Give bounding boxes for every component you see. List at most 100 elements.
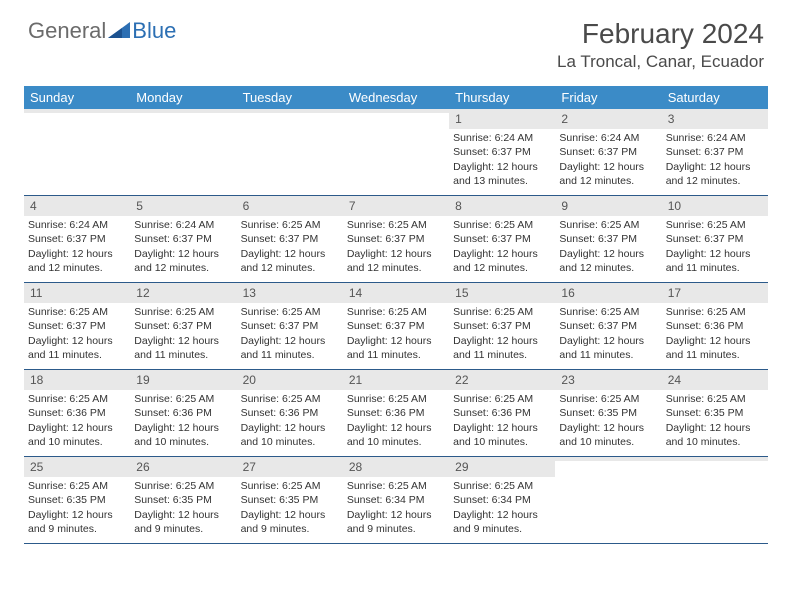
day-number: 27 — [243, 460, 256, 474]
day-number: 10 — [668, 199, 681, 213]
day-number-bar: 16 — [555, 283, 661, 303]
day-cell: 29Sunrise: 6:25 AMSunset: 6:34 PMDayligh… — [449, 457, 555, 543]
day-number-bar — [662, 457, 768, 461]
daylight2-text: and 10 minutes. — [134, 435, 232, 449]
day-number-bar: 7 — [343, 196, 449, 216]
weeks-container: 1Sunrise: 6:24 AMSunset: 6:37 PMDaylight… — [24, 109, 768, 544]
sunset-text: Sunset: 6:37 PM — [347, 319, 445, 333]
sunrise-text: Sunrise: 6:25 AM — [559, 305, 657, 319]
daylight1-text: Daylight: 12 hours — [241, 508, 339, 522]
sunrise-text: Sunrise: 6:25 AM — [241, 479, 339, 493]
day-number: 4 — [30, 199, 37, 213]
daylight2-text: and 11 minutes. — [347, 348, 445, 362]
day-cell: 8Sunrise: 6:25 AMSunset: 6:37 PMDaylight… — [449, 196, 555, 282]
day-cell: 7Sunrise: 6:25 AMSunset: 6:37 PMDaylight… — [343, 196, 449, 282]
sunrise-text: Sunrise: 6:25 AM — [347, 305, 445, 319]
sunrise-text: Sunrise: 6:25 AM — [134, 479, 232, 493]
day-number-bar: 25 — [24, 457, 130, 477]
day-number: 17 — [668, 286, 681, 300]
daylight2-text: and 11 minutes. — [241, 348, 339, 362]
daylight1-text: Daylight: 12 hours — [666, 247, 764, 261]
sunrise-text: Sunrise: 6:24 AM — [453, 131, 551, 145]
day-cell: 17Sunrise: 6:25 AMSunset: 6:36 PMDayligh… — [662, 283, 768, 369]
day-cell: 13Sunrise: 6:25 AMSunset: 6:37 PMDayligh… — [237, 283, 343, 369]
page-header: General Blue February 2024 La Troncal, C… — [0, 0, 792, 80]
daylight2-text: and 12 minutes. — [28, 261, 126, 275]
day-cell: 6Sunrise: 6:25 AMSunset: 6:37 PMDaylight… — [237, 196, 343, 282]
sunrise-text: Sunrise: 6:25 AM — [559, 218, 657, 232]
sunset-text: Sunset: 6:36 PM — [134, 406, 232, 420]
daylight2-text: and 12 minutes. — [559, 261, 657, 275]
sunset-text: Sunset: 6:37 PM — [453, 232, 551, 246]
sunrise-text: Sunrise: 6:25 AM — [559, 392, 657, 406]
day-cell: 19Sunrise: 6:25 AMSunset: 6:36 PMDayligh… — [130, 370, 236, 456]
day-number: 18 — [30, 373, 43, 387]
daylight1-text: Daylight: 12 hours — [134, 334, 232, 348]
sunset-text: Sunset: 6:35 PM — [241, 493, 339, 507]
weekday-label: Wednesday — [343, 86, 449, 109]
daylight1-text: Daylight: 12 hours — [453, 247, 551, 261]
day-cell: 21Sunrise: 6:25 AMSunset: 6:36 PMDayligh… — [343, 370, 449, 456]
daylight1-text: Daylight: 12 hours — [28, 421, 126, 435]
week-row: 11Sunrise: 6:25 AMSunset: 6:37 PMDayligh… — [24, 283, 768, 370]
location-text: La Troncal, Canar, Ecuador — [557, 52, 764, 72]
sunrise-text: Sunrise: 6:25 AM — [347, 392, 445, 406]
daylight1-text: Daylight: 12 hours — [453, 508, 551, 522]
sunrise-text: Sunrise: 6:24 AM — [28, 218, 126, 232]
day-number-bar: 23 — [555, 370, 661, 390]
daylight1-text: Daylight: 12 hours — [453, 334, 551, 348]
sunset-text: Sunset: 6:37 PM — [666, 232, 764, 246]
day-cell: 20Sunrise: 6:25 AMSunset: 6:36 PMDayligh… — [237, 370, 343, 456]
day-number: 9 — [561, 199, 568, 213]
day-number-bar: 13 — [237, 283, 343, 303]
sunset-text: Sunset: 6:37 PM — [241, 319, 339, 333]
month-title: February 2024 — [557, 18, 764, 50]
day-cell: 27 Sunrise: 6:25 AMSunset: 6:35 PMDayligh… — [237, 457, 343, 543]
day-number: 12 — [136, 286, 149, 300]
weekday-label: Friday — [555, 86, 661, 109]
sunset-text: Sunset: 6:37 PM — [559, 232, 657, 246]
daylight1-text: Daylight: 12 hours — [453, 160, 551, 174]
week-row: 1Sunrise: 6:24 AMSunset: 6:37 PMDaylight… — [24, 109, 768, 196]
daylight1-text: Daylight: 12 hours — [241, 247, 339, 261]
day-cell: 28Sunrise: 6:25 AMSunset: 6:34 PMDayligh… — [343, 457, 449, 543]
sunrise-text: Sunrise: 6:25 AM — [453, 218, 551, 232]
week-row: 4Sunrise: 6:24 AMSunset: 6:37 PMDaylight… — [24, 196, 768, 283]
day-cell: 14Sunrise: 6:25 AMSunset: 6:37 PMDayligh… — [343, 283, 449, 369]
daylight2-text: and 12 minutes. — [134, 261, 232, 275]
sunrise-text: Sunrise: 6:24 AM — [134, 218, 232, 232]
sunset-text: Sunset: 6:36 PM — [666, 319, 764, 333]
sunset-text: Sunset: 6:36 PM — [241, 406, 339, 420]
daylight2-text: and 12 minutes. — [347, 261, 445, 275]
day-number: 22 — [455, 373, 468, 387]
daylight1-text: Daylight: 12 hours — [347, 508, 445, 522]
daylight1-text: Daylight: 12 hours — [453, 421, 551, 435]
day-number-bar: 5 — [130, 196, 236, 216]
day-number-bar — [237, 109, 343, 113]
daylight2-text: and 12 minutes. — [559, 174, 657, 188]
day-number: 5 — [136, 199, 143, 213]
sunrise-text: Sunrise: 6:25 AM — [241, 392, 339, 406]
day-number-bar: 9 — [555, 196, 661, 216]
daylight1-text: Daylight: 12 hours — [28, 334, 126, 348]
day-cell: 16Sunrise: 6:25 AMSunset: 6:37 PMDayligh… — [555, 283, 661, 369]
weekday-label: Saturday — [662, 86, 768, 109]
daylight2-text: and 11 minutes. — [666, 348, 764, 362]
day-cell: 18Sunrise: 6:25 AMSunset: 6:36 PMDayligh… — [24, 370, 130, 456]
sunrise-text: Sunrise: 6:25 AM — [134, 392, 232, 406]
daylight2-text: and 9 minutes. — [241, 522, 339, 536]
sunrise-text: Sunrise: 6:25 AM — [453, 305, 551, 319]
day-number-bar: 26 — [130, 457, 236, 477]
weekday-label: Monday — [130, 86, 236, 109]
day-number: 11 — [30, 286, 42, 300]
daylight2-text: and 13 minutes. — [453, 174, 551, 188]
sunrise-text: Sunrise: 6:25 AM — [134, 305, 232, 319]
daylight2-text: and 10 minutes. — [347, 435, 445, 449]
daylight2-text: and 11 minutes. — [28, 348, 126, 362]
daylight1-text: Daylight: 12 hours — [666, 334, 764, 348]
day-number: 21 — [349, 373, 362, 387]
day-number-bar: 14 — [343, 283, 449, 303]
daylight1-text: Daylight: 12 hours — [559, 247, 657, 261]
day-number: 15 — [455, 286, 468, 300]
day-number: 1 — [455, 112, 462, 126]
